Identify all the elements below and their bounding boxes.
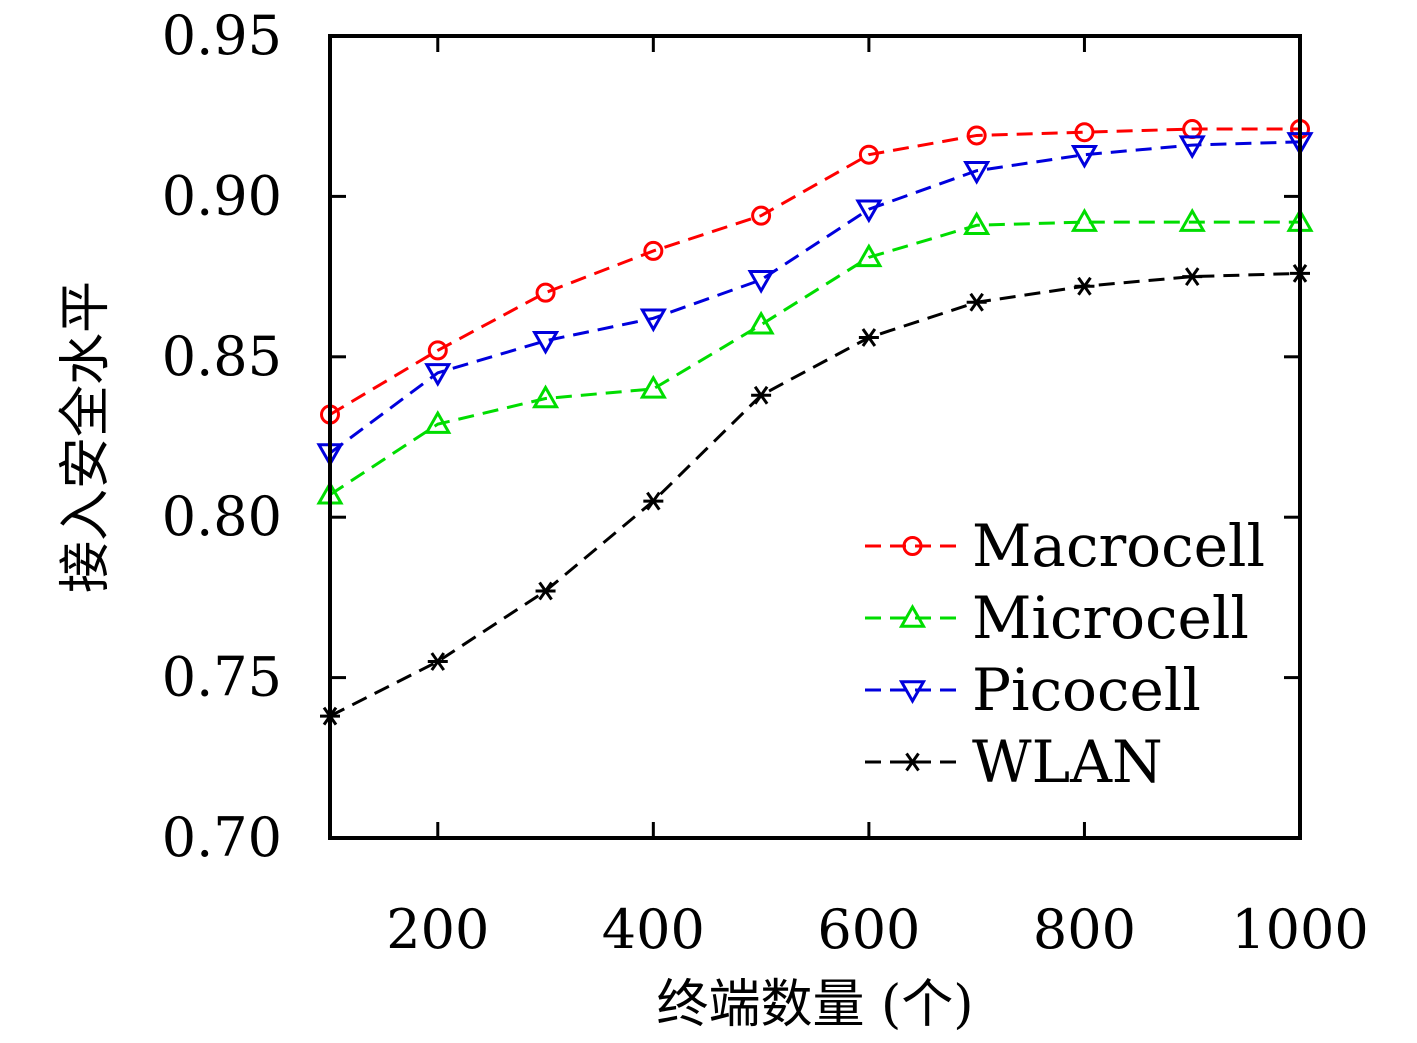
data-point-triangle-up: [424, 410, 452, 434]
data-point-triangle-up: [747, 310, 775, 335]
series-line: [329, 140, 1301, 455]
x-tick-label: 600: [817, 898, 920, 961]
data-point-circle: [1074, 122, 1095, 143]
asterisk-stroke: [1184, 267, 1200, 286]
data-point-triangle-down: [898, 680, 927, 705]
data-point-asterisk: [643, 491, 664, 511]
data-point-circle: [535, 282, 556, 303]
legend-label: Microcell: [972, 584, 1249, 652]
y-axis-label: 接入安全水平: [56, 281, 116, 593]
data-point-asterisk: [427, 652, 448, 671]
data-point-triangle-down: [531, 331, 560, 355]
data-point-triangle-up: [1070, 208, 1099, 232]
asterisk-stroke: [646, 491, 661, 511]
y-tick-label: 0.70: [162, 806, 282, 869]
asterisk-stroke: [538, 581, 553, 601]
legend-item: Macrocell: [865, 512, 1265, 580]
data-point-asterisk: [1182, 267, 1203, 286]
asterisk-stroke: [861, 328, 877, 347]
series-picocell: [316, 132, 1314, 468]
series-macrocell: [320, 119, 1310, 425]
y-tick-label: 0.90: [162, 164, 282, 227]
data-point-triangle-down: [963, 160, 991, 185]
x-tick-label: 200: [386, 898, 489, 961]
data-point-asterisk: [966, 292, 987, 312]
data-point-triangle-down: [855, 199, 883, 224]
data-point-triangle-up: [1178, 208, 1206, 232]
tick-labels: 0.70 0.75 0.80 0.85 0.90 0.95 200 400 600 800 1000: [162, 4, 1369, 961]
data-point-asterisk: [858, 328, 879, 347]
series-line: [329, 127, 1300, 416]
y-tick-label: 0.75: [162, 646, 282, 709]
asterisk-stroke: [430, 652, 446, 671]
x-axis-label: 终端数量 (个): [656, 975, 973, 1035]
data-point-triangle-down: [424, 363, 452, 387]
series-line: [329, 220, 1300, 496]
data-point-circle: [427, 340, 448, 361]
y-tick-label: 0.80: [162, 485, 282, 548]
asterisk-stroke: [969, 292, 984, 312]
data-point-triangle-down: [1178, 135, 1206, 160]
legend-label: Picocell: [972, 656, 1201, 724]
legend-label: Macrocell: [972, 512, 1265, 580]
data-point-triangle-up: [963, 211, 991, 236]
data-point-circle: [902, 536, 923, 556]
data-point-asterisk: [751, 385, 772, 405]
data-point-triangle-up: [531, 384, 560, 409]
data-point-triangle-up: [639, 374, 667, 399]
legend-item: Microcell: [865, 584, 1249, 652]
data-point-triangle-down: [747, 270, 775, 294]
asterisk-stroke: [1077, 276, 1092, 296]
data-point-circle: [966, 125, 987, 146]
data-point-triangle-up: [855, 243, 883, 268]
data-point-circle: [751, 205, 772, 226]
data-point-asterisk: [902, 752, 923, 772]
data-point-circle: [858, 144, 879, 165]
series-line: [329, 271, 1301, 718]
data-point-triangle-up: [898, 603, 927, 628]
data-point-triangle-down: [639, 308, 667, 333]
y-tick-label: 0.85: [162, 325, 282, 388]
x-tick-label: 1000: [1231, 898, 1368, 961]
plot-frame: [328, 34, 1302, 840]
asterisk-stroke: [753, 385, 769, 405]
data-point-circle: [643, 240, 664, 261]
asterisk-stroke: [905, 752, 920, 772]
data-point-triangle-down: [1070, 144, 1099, 169]
data-point-asterisk: [535, 581, 556, 601]
legend-label: WLAN: [972, 728, 1163, 796]
data-point-asterisk: [1074, 276, 1095, 296]
series-microcell: [316, 208, 1314, 505]
y-tick-label: 0.95: [162, 4, 282, 67]
legend-item: Picocell: [865, 656, 1201, 724]
x-tick-label: 400: [602, 898, 705, 961]
x-tick-label: 800: [1033, 898, 1136, 961]
legend-item: WLAN: [865, 728, 1163, 796]
